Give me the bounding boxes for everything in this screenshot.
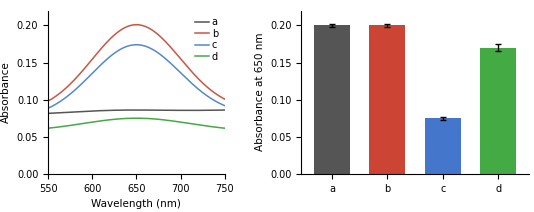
Line: b: b	[48, 25, 225, 101]
a	[140, 109, 147, 111]
Y-axis label: Absorbance at 650 nm: Absorbance at 650 nm	[255, 33, 265, 151]
b	[151, 30, 157, 32]
a	[222, 109, 228, 111]
b	[45, 100, 51, 102]
d	[130, 117, 136, 120]
Line: a: a	[48, 110, 225, 113]
c	[130, 44, 136, 46]
b	[222, 98, 228, 100]
d	[222, 127, 228, 130]
b	[130, 24, 136, 26]
a	[129, 109, 135, 111]
d	[45, 127, 51, 130]
c	[190, 84, 197, 86]
d	[133, 117, 139, 120]
Line: c: c	[48, 45, 225, 108]
c	[222, 105, 228, 107]
Bar	[480, 48, 516, 174]
Line: d: d	[48, 118, 225, 128]
Y-axis label: Absorbance: Absorbance	[1, 61, 11, 123]
b	[190, 72, 197, 75]
X-axis label: Wavelength (nm): Wavelength (nm)	[91, 199, 182, 209]
d	[141, 117, 147, 120]
Bar	[425, 118, 461, 174]
b	[129, 24, 135, 26]
b	[134, 24, 140, 26]
d	[129, 117, 135, 120]
c	[218, 103, 224, 105]
a	[130, 109, 136, 111]
d	[218, 127, 224, 129]
a	[190, 109, 196, 112]
a	[150, 109, 156, 111]
b	[141, 25, 147, 27]
c	[45, 107, 51, 110]
d	[190, 123, 197, 125]
a	[217, 109, 224, 111]
Legend: a, b, c, d: a, b, c, d	[193, 15, 220, 64]
c	[129, 44, 135, 46]
c	[151, 49, 157, 51]
c	[134, 43, 140, 46]
b	[218, 96, 224, 98]
Bar	[314, 25, 350, 174]
d	[151, 118, 157, 120]
a	[45, 112, 51, 115]
c	[141, 45, 147, 47]
Bar	[370, 25, 405, 174]
